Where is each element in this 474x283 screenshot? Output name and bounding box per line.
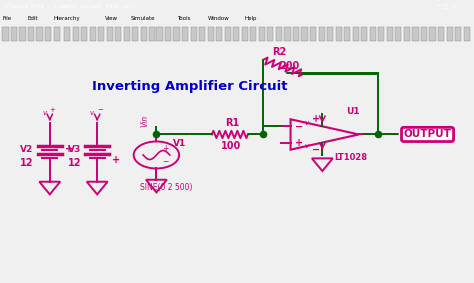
FancyBboxPatch shape bbox=[191, 27, 197, 41]
FancyBboxPatch shape bbox=[327, 27, 333, 41]
Text: V1: V1 bbox=[173, 139, 186, 148]
Text: SINE(0 2 500): SINE(0 2 500) bbox=[140, 183, 192, 192]
FancyBboxPatch shape bbox=[45, 27, 51, 41]
Text: v: v bbox=[304, 143, 309, 149]
FancyBboxPatch shape bbox=[64, 27, 70, 41]
FancyBboxPatch shape bbox=[115, 27, 121, 41]
Text: File: File bbox=[2, 16, 11, 21]
Text: 100: 100 bbox=[221, 141, 242, 151]
Text: View: View bbox=[105, 16, 118, 21]
Text: −: − bbox=[97, 107, 103, 113]
Text: Help: Help bbox=[244, 16, 256, 21]
Text: +: + bbox=[162, 144, 168, 153]
Text: +: + bbox=[50, 107, 55, 113]
Text: 200: 200 bbox=[279, 61, 299, 70]
Text: Window: Window bbox=[208, 16, 230, 21]
Text: +: + bbox=[312, 114, 320, 124]
Text: Edit: Edit bbox=[28, 16, 38, 21]
FancyBboxPatch shape bbox=[182, 27, 188, 41]
FancyBboxPatch shape bbox=[2, 27, 9, 41]
FancyBboxPatch shape bbox=[447, 27, 453, 41]
FancyBboxPatch shape bbox=[141, 27, 147, 41]
Text: OUTPUT: OUTPUT bbox=[403, 129, 452, 140]
FancyBboxPatch shape bbox=[242, 27, 248, 41]
FancyBboxPatch shape bbox=[132, 27, 138, 41]
FancyBboxPatch shape bbox=[464, 27, 470, 41]
Text: −: − bbox=[295, 121, 303, 131]
Text: v: v bbox=[304, 120, 309, 126]
FancyBboxPatch shape bbox=[395, 27, 401, 41]
Text: LT1028: LT1028 bbox=[334, 153, 367, 162]
FancyBboxPatch shape bbox=[54, 27, 60, 41]
Text: R1: R1 bbox=[225, 118, 239, 128]
Text: v: v bbox=[90, 110, 93, 116]
FancyBboxPatch shape bbox=[19, 27, 26, 41]
FancyBboxPatch shape bbox=[233, 27, 239, 41]
FancyBboxPatch shape bbox=[336, 27, 342, 41]
FancyBboxPatch shape bbox=[293, 27, 299, 41]
FancyBboxPatch shape bbox=[319, 27, 325, 41]
Text: Vin: Vin bbox=[140, 115, 149, 127]
Text: Simulate: Simulate bbox=[131, 16, 155, 21]
FancyBboxPatch shape bbox=[149, 27, 155, 41]
FancyBboxPatch shape bbox=[165, 27, 171, 41]
FancyBboxPatch shape bbox=[310, 27, 316, 41]
FancyBboxPatch shape bbox=[107, 27, 113, 41]
FancyBboxPatch shape bbox=[284, 27, 291, 41]
Text: +: + bbox=[112, 155, 120, 165]
FancyBboxPatch shape bbox=[378, 27, 384, 41]
Text: Hierarchy: Hierarchy bbox=[54, 16, 80, 21]
FancyBboxPatch shape bbox=[455, 27, 461, 41]
Text: +: + bbox=[65, 144, 73, 154]
FancyBboxPatch shape bbox=[90, 27, 96, 41]
FancyBboxPatch shape bbox=[276, 27, 282, 41]
Text: +: + bbox=[295, 138, 303, 147]
FancyBboxPatch shape bbox=[156, 27, 163, 41]
FancyBboxPatch shape bbox=[36, 27, 43, 41]
Text: −: − bbox=[312, 145, 320, 155]
FancyBboxPatch shape bbox=[11, 27, 17, 41]
FancyBboxPatch shape bbox=[429, 27, 436, 41]
Text: 12: 12 bbox=[20, 158, 34, 168]
FancyBboxPatch shape bbox=[225, 27, 231, 41]
Text: U1: U1 bbox=[346, 107, 360, 116]
Text: −: − bbox=[162, 158, 168, 166]
FancyBboxPatch shape bbox=[421, 27, 427, 41]
FancyBboxPatch shape bbox=[353, 27, 359, 41]
FancyBboxPatch shape bbox=[73, 27, 79, 41]
FancyBboxPatch shape bbox=[259, 27, 265, 41]
Text: ─  □  ✕: ─ □ ✕ bbox=[436, 4, 456, 9]
FancyBboxPatch shape bbox=[124, 27, 130, 41]
FancyBboxPatch shape bbox=[301, 27, 308, 41]
FancyBboxPatch shape bbox=[404, 27, 410, 41]
Text: V2: V2 bbox=[20, 145, 34, 154]
FancyBboxPatch shape bbox=[28, 27, 34, 41]
FancyBboxPatch shape bbox=[250, 27, 256, 41]
Text: v: v bbox=[42, 110, 46, 116]
FancyBboxPatch shape bbox=[387, 27, 393, 41]
FancyBboxPatch shape bbox=[199, 27, 205, 41]
Text: Tools: Tools bbox=[177, 16, 191, 21]
Text: LTspice XVII - [sample circuit #928.asc]: LTspice XVII - [sample circuit #928.asc] bbox=[5, 4, 135, 9]
FancyBboxPatch shape bbox=[216, 27, 222, 41]
FancyBboxPatch shape bbox=[412, 27, 419, 41]
FancyBboxPatch shape bbox=[438, 27, 444, 41]
FancyBboxPatch shape bbox=[98, 27, 104, 41]
Text: V3: V3 bbox=[68, 145, 81, 154]
Text: Inverting Amplifier Circuit: Inverting Amplifier Circuit bbox=[92, 80, 287, 93]
FancyBboxPatch shape bbox=[370, 27, 376, 41]
FancyBboxPatch shape bbox=[208, 27, 214, 41]
FancyBboxPatch shape bbox=[267, 27, 273, 41]
Text: R2: R2 bbox=[273, 47, 287, 57]
FancyBboxPatch shape bbox=[361, 27, 367, 41]
FancyBboxPatch shape bbox=[173, 27, 180, 41]
FancyBboxPatch shape bbox=[344, 27, 350, 41]
Text: 12: 12 bbox=[68, 158, 81, 168]
FancyBboxPatch shape bbox=[81, 27, 87, 41]
